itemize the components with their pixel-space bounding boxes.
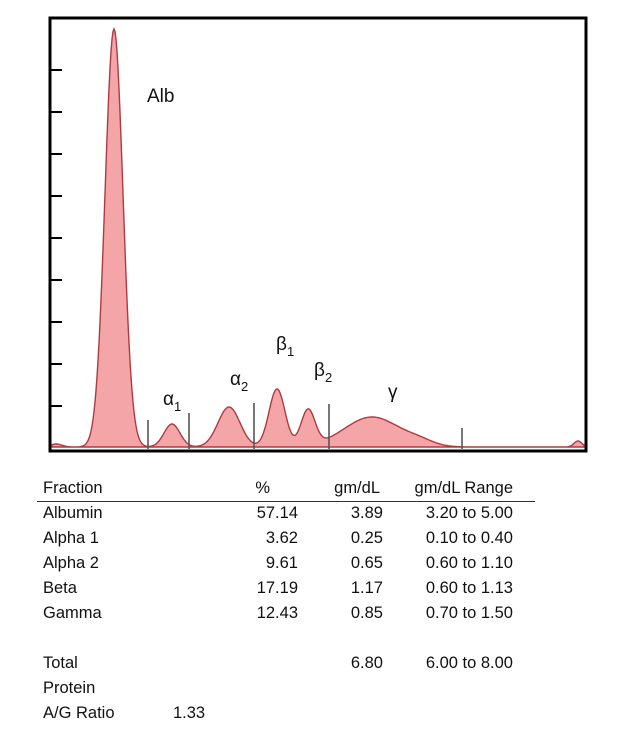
table-row: Gamma 12.43 0.85 0.70 to 1.50 <box>43 601 543 626</box>
fraction-name: Alpha 2 <box>43 554 99 572</box>
table-header: Fraction % gm/dL gm/dL Range <box>37 476 543 502</box>
total-label-line2: Protein <box>43 679 96 697</box>
fraction-gm-dl: 0.65 <box>350 554 383 572</box>
ag-ratio-row: A/G Ratio 1.33 <box>43 701 543 726</box>
header-gm-dl-range: gm/dL Range <box>414 479 513 497</box>
header-gm-dl: gm/dL <box>334 479 380 497</box>
fraction-name: Beta <box>43 579 77 597</box>
total-gm-dl: 6.80 <box>350 654 383 672</box>
total-row-cont: Protein <box>43 676 543 701</box>
peak-label-b2: β2 <box>314 360 332 385</box>
table-row: Alpha 1 3.62 0.25 0.10 to 0.40 <box>43 526 543 551</box>
peak-label-a2: α2 <box>230 369 248 394</box>
table-rows: Albumin 57.14 3.89 3.20 to 5.00 Alpha 1 3.62 0… <box>43 501 543 626</box>
total-range: 6.00 to 8.00 <box>425 654 513 672</box>
peak-label-b1: β1 <box>276 334 294 359</box>
fraction-range: 0.70 to 1.50 <box>425 604 513 622</box>
fraction-gm-dl: 1.17 <box>350 579 383 597</box>
fraction-range: 3.20 to 5.00 <box>425 504 513 522</box>
peak-label-g: γ <box>388 382 398 403</box>
fraction-percent: 17.19 <box>256 579 298 597</box>
header-fraction: Fraction <box>43 479 103 497</box>
fraction-range: 0.10 to 0.40 <box>425 529 513 547</box>
y-axis-ticks <box>50 69 62 407</box>
fraction-table: Fraction % gm/dL gm/dL Range Albumin 57.1… <box>37 476 543 726</box>
fraction-name: Albumin <box>43 504 103 522</box>
electrophoresis-curve <box>51 27 585 448</box>
fraction-gm-dl: 0.25 <box>350 529 383 547</box>
fraction-percent: 3.62 <box>265 529 298 547</box>
ag-ratio-label: A/G Ratio <box>43 704 115 722</box>
fraction-range: 0.60 to 1.13 <box>425 579 513 597</box>
fraction-gm-dl: 3.89 <box>350 504 383 522</box>
peak-label-a1: α1 <box>163 389 181 414</box>
peak-labels: Alb α1 α2 β1 β2 γ <box>147 86 398 414</box>
fraction-gm-dl: 0.85 <box>350 604 383 622</box>
table-row: Beta 17.19 1.17 0.60 to 1.13 <box>43 576 543 601</box>
peak-label-alb: Alb <box>147 86 174 107</box>
fraction-name: Gamma <box>43 604 102 622</box>
fraction-dividers <box>147 403 463 449</box>
fraction-range: 0.60 to 1.10 <box>425 554 513 572</box>
table-row: Albumin 57.14 3.89 3.20 to 5.00 <box>43 501 543 526</box>
fraction-percent: 9.61 <box>265 554 298 572</box>
header-percent: % <box>255 479 270 497</box>
table-row: Alpha 2 9.61 0.65 0.60 to 1.10 <box>43 551 543 576</box>
electrophoresis-chart: Alb α1 α2 β1 β2 γ <box>48 16 588 453</box>
ag-ratio-value: 1.33 <box>173 704 206 722</box>
total-label: Total <box>43 654 78 672</box>
total-row: Total 6.80 6.00 to 8.00 <box>43 651 543 676</box>
chart-frame <box>48 16 588 453</box>
fraction-name: Alpha 1 <box>43 529 99 547</box>
header-rule <box>37 501 535 502</box>
fraction-percent: 57.14 <box>256 504 298 522</box>
fraction-percent: 12.43 <box>256 604 298 622</box>
